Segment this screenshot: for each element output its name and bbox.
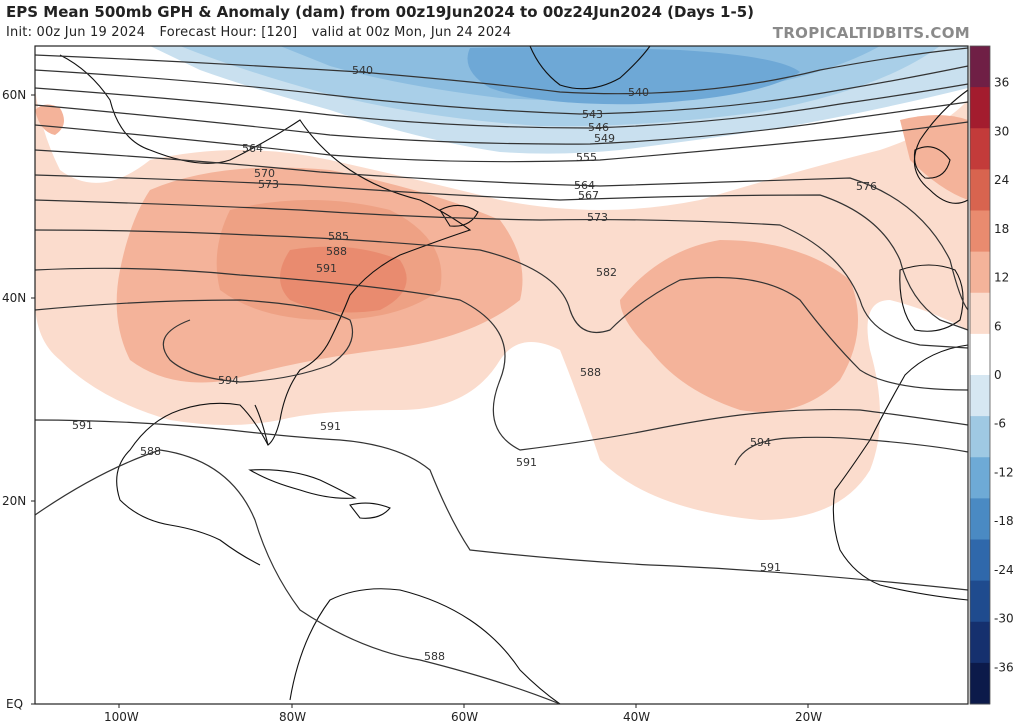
- contour-label: 585: [328, 230, 349, 243]
- colorbar-label: 0: [994, 368, 1002, 382]
- contour-label: 588: [580, 366, 601, 379]
- colorbar-swatch: [970, 662, 990, 705]
- contour-label: 546: [588, 121, 609, 134]
- lat-label: 40N: [2, 291, 26, 305]
- contour-label: 567: [578, 189, 599, 202]
- contour-label: 573: [258, 178, 279, 191]
- colorbar-swatch: [970, 87, 990, 129]
- colorbar-swatch: [970, 251, 990, 294]
- contour-label: 591: [760, 561, 781, 574]
- lon-label: 100W: [104, 710, 139, 724]
- lon-label: 60W: [451, 710, 478, 724]
- colorbar-swatch: [970, 210, 990, 253]
- contour-label: 576: [856, 180, 877, 193]
- height-contours: [34, 47, 969, 705]
- lon-label: 80W: [279, 710, 306, 724]
- forecast-hour: Forecast Hour: [120]: [159, 25, 298, 40]
- colorbar-label: 18: [994, 222, 1009, 236]
- map-title: EPS Mean 500mb GPH & Anomaly (dam) from …: [6, 3, 754, 21]
- colorbar-frame: [969, 45, 991, 705]
- colorbar-swatch: [970, 580, 990, 623]
- coastlines: [59, 45, 969, 705]
- colorbar-label: -30: [994, 612, 1014, 626]
- contour-label: 588: [140, 445, 161, 458]
- contour-label: 582: [596, 266, 617, 279]
- lon-label: 20W: [795, 710, 822, 724]
- lat-label: EQ: [6, 697, 23, 711]
- negative-anomaly-region: [150, 46, 968, 154]
- colorbar-swatch: [970, 539, 990, 582]
- contour-label: 543: [582, 108, 603, 121]
- colorbar-label: 36: [994, 76, 1009, 90]
- lon-label: 40W: [623, 710, 650, 724]
- colorbar-label: 24: [994, 173, 1009, 187]
- colorbar-label: 6: [994, 319, 1002, 333]
- latitude-axis: 60N 40N 20N EQ: [2, 88, 35, 711]
- colorbar-swatch: [970, 457, 990, 499]
- contour-label: 549: [594, 132, 615, 145]
- map-subtitle: Init: 00z Jun 19 2024 Forecast Hour: [12…: [6, 25, 521, 40]
- colorbar-label: -6: [994, 417, 1006, 431]
- contour-labels: 540 540 543 546 549 555 564 564 567 570 …: [72, 64, 877, 663]
- colorbar-swatch: [970, 498, 990, 540]
- contour-label: 570: [254, 167, 275, 180]
- contour-label: 573: [587, 211, 608, 224]
- map-frame: [34, 45, 969, 705]
- contour-label: 540: [628, 86, 649, 99]
- colorbar-swatch: [970, 333, 990, 376]
- watermark: TROPICALTIDBITS.COM: [772, 24, 970, 42]
- colorbar-swatch: [970, 128, 990, 170]
- contour-label: 540: [352, 64, 373, 77]
- colorbar-label: 30: [994, 124, 1009, 138]
- contour-label: 594: [750, 436, 771, 449]
- contour-label: 591: [72, 419, 93, 432]
- colorbar-label: -24: [994, 563, 1014, 577]
- colorbar-label: 12: [994, 271, 1009, 285]
- contour-label: 564: [242, 142, 263, 155]
- colorbar-swatch: [970, 169, 990, 211]
- contour-label: 564: [574, 179, 595, 192]
- init-time: Init: 00z Jun 19 2024: [6, 25, 146, 40]
- contour-label: 555: [576, 151, 597, 164]
- colorbar-swatch: [970, 621, 990, 664]
- valid-time: valid at 00z Mon, Jun 24 2024: [311, 25, 512, 40]
- colorbar: 36 30 24 18 12 6 0 -6 -12 -18 -24 -30 -36: [969, 45, 1014, 705]
- contour-label: 591: [316, 262, 337, 275]
- contour-label: 594: [218, 374, 239, 387]
- colorbar-swatch: [970, 416, 990, 458]
- colorbar-label: -18: [994, 514, 1014, 528]
- colorbar-label: -36: [994, 660, 1014, 674]
- colorbar-swatch: [970, 292, 990, 335]
- contour-label: 588: [326, 245, 347, 258]
- contour-label: 591: [516, 456, 537, 469]
- lat-label: 60N: [2, 88, 26, 102]
- longitude-axis: 100W 80W 60W 40W 20W: [104, 704, 822, 724]
- colorbar-label: -12: [994, 465, 1014, 479]
- lat-label: 20N: [2, 494, 26, 508]
- colorbar-swatch: [970, 46, 990, 88]
- colorbar-swatch: [970, 375, 990, 417]
- contour-label: 591: [320, 420, 341, 433]
- contour-label: 588: [424, 650, 445, 663]
